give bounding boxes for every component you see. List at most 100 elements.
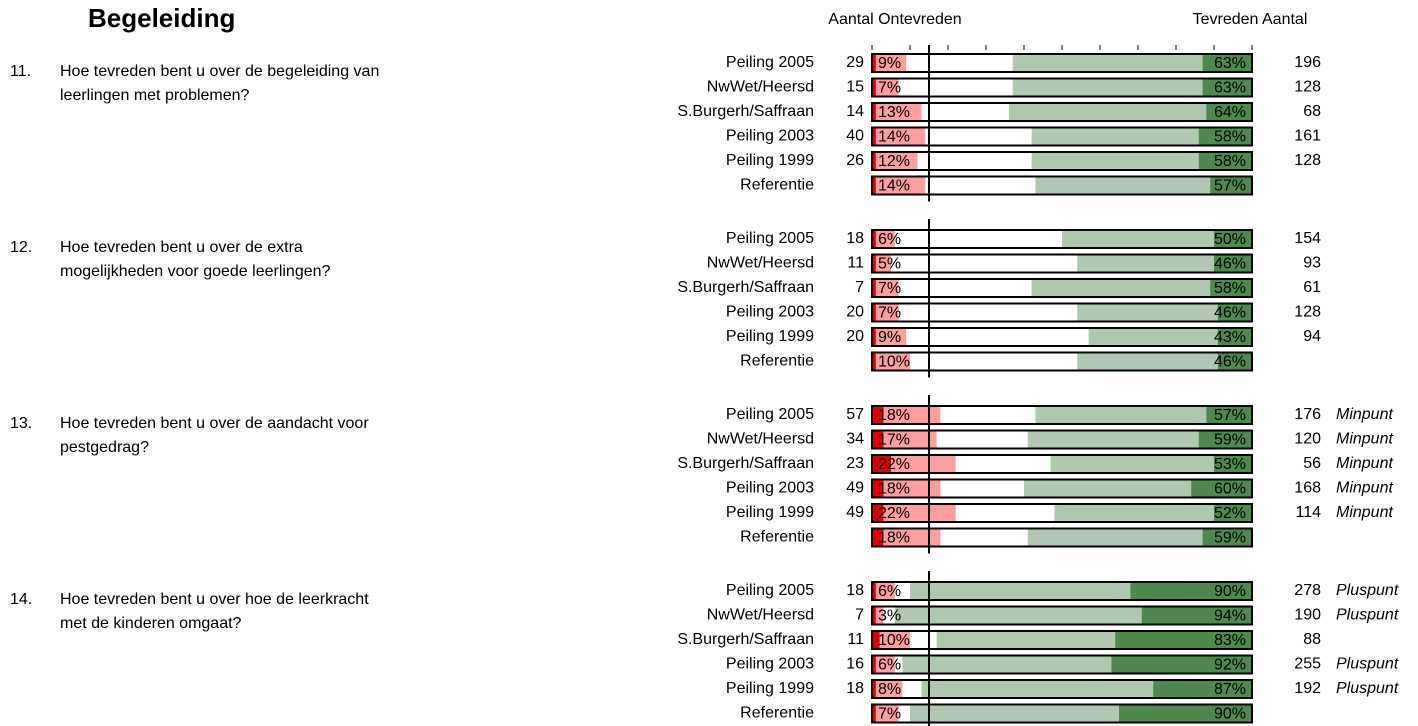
count-dissatisfied: 26	[846, 152, 864, 169]
page-title: Begeleiding	[88, 3, 235, 33]
bar-very-satisfied	[1210, 279, 1252, 297]
count-dissatisfied: 34	[846, 431, 864, 448]
count-dissatisfied: 18	[846, 680, 864, 697]
bar-very-dissatisfied	[872, 303, 876, 322]
count-dissatisfied: 11	[847, 255, 864, 272]
row-label: Referentie	[740, 705, 814, 722]
row-label: Referentie	[740, 529, 814, 546]
bar-dissatisfied	[872, 582, 895, 600]
satisfied-label: 92%	[1214, 657, 1246, 674]
bar-outline	[871, 175, 1253, 196]
bar-outline	[871, 102, 1253, 122]
question-number: 13.	[10, 415, 32, 432]
count-satisfied: 196	[1294, 54, 1321, 71]
bar-outline	[871, 429, 1253, 450]
bar-dissatisfied	[872, 328, 907, 346]
bar-outline	[871, 478, 1253, 499]
count-dissatisfied: 18	[846, 230, 864, 247]
satisfied-label: 58%	[1214, 153, 1246, 170]
row-label: S.Burgerh/Saffraan	[677, 455, 814, 472]
satisfied-label: 58%	[1214, 280, 1246, 297]
satisfied-label: 59%	[1214, 432, 1246, 449]
bar-very-dissatisfied	[872, 455, 891, 473]
dissatisfied-label: 18%	[878, 407, 910, 424]
bar-dissatisfied	[872, 176, 926, 195]
bar-very-dissatisfied	[872, 704, 876, 723]
dissatisfied-label: 22%	[878, 456, 910, 473]
dissatisfied-label: 13%	[878, 104, 910, 121]
verdict: Pluspunt	[1336, 680, 1399, 697]
satisfied-label: 63%	[1214, 55, 1246, 72]
bar-very-satisfied	[1214, 254, 1252, 273]
dissatisfied-label: 9%	[878, 55, 901, 72]
dissatisfied-label: 17%	[878, 432, 910, 449]
count-satisfied: 154	[1294, 230, 1321, 247]
dissatisfied-label: 22%	[878, 505, 910, 522]
bar-very-dissatisfied	[872, 528, 884, 547]
satisfied-label: 59%	[1214, 530, 1246, 547]
satisfied-label: 46%	[1214, 305, 1246, 322]
count-satisfied: 68	[1303, 103, 1321, 120]
bar-very-satisfied	[1210, 176, 1252, 195]
count-satisfied: 128	[1294, 304, 1321, 321]
bar-satisfied	[1031, 279, 1252, 297]
row-label: Referentie	[740, 177, 814, 194]
satisfied-label: 60%	[1214, 481, 1246, 498]
count-dissatisfied: 23	[846, 455, 864, 472]
bar-outline	[871, 405, 1253, 425]
question-text: leerlingen met problemen?	[60, 87, 250, 104]
satisfied-label: 57%	[1214, 178, 1246, 195]
bar-dissatisfied	[872, 606, 884, 625]
verdict: Minpunt	[1336, 455, 1393, 472]
bar-satisfied	[1027, 528, 1252, 547]
bar-dissatisfied	[872, 127, 926, 146]
bar-dissatisfied	[872, 631, 910, 649]
bar-outline	[871, 77, 1253, 98]
bar-outline	[871, 527, 1253, 548]
dissatisfied-label: 14%	[878, 129, 910, 146]
dissatisfied-label: 18%	[878, 530, 910, 547]
bar-very-satisfied	[1198, 152, 1252, 170]
count-satisfied: 88	[1303, 631, 1321, 648]
bar-very-dissatisfied	[872, 328, 876, 346]
count-dissatisfied: 57	[846, 406, 864, 423]
bar-satisfied	[1035, 406, 1252, 424]
bar-very-dissatisfied	[872, 582, 876, 600]
bar-outline	[871, 253, 1253, 274]
satisfied-label: 46%	[1214, 256, 1246, 273]
bar-very-dissatisfied	[872, 631, 880, 649]
question-text: Hoe tevreden bent u over hoe de leerkrac…	[60, 591, 369, 608]
bar-very-satisfied	[1217, 328, 1252, 346]
bar-outline	[871, 126, 1253, 147]
count-satisfied: 278	[1294, 582, 1321, 599]
dissatisfied-label: 9%	[878, 329, 901, 346]
bar-very-dissatisfied	[872, 655, 876, 674]
bar-very-satisfied	[1153, 680, 1252, 698]
question-number: 12.	[10, 239, 32, 256]
dissatisfied-label: 6%	[878, 583, 901, 600]
satisfied-label: 90%	[1214, 583, 1246, 600]
bar-very-dissatisfied	[872, 479, 884, 498]
bar-very-dissatisfied	[872, 78, 876, 97]
dissatisfied-label: 10%	[878, 354, 910, 371]
count-dissatisfied: 20	[846, 328, 864, 345]
dissatisfied-label: 6%	[878, 231, 901, 248]
bar-very-satisfied	[1202, 528, 1252, 547]
count-satisfied: 93	[1303, 255, 1321, 272]
bar-satisfied	[1050, 455, 1252, 473]
bar-outline	[871, 302, 1253, 323]
verdict: Pluspunt	[1336, 582, 1399, 599]
count-satisfied: 94	[1303, 328, 1321, 345]
bar-very-dissatisfied	[872, 680, 876, 698]
bar-very-satisfied	[1206, 103, 1252, 121]
bar-dissatisfied	[872, 230, 895, 248]
question-number: 14.	[10, 591, 32, 608]
dissatisfied-label: 7%	[878, 706, 901, 723]
bar-very-satisfied	[1206, 406, 1252, 424]
bar-very-satisfied	[1202, 78, 1252, 97]
dissatisfied-label: 8%	[878, 681, 901, 698]
bar-outline	[871, 53, 1253, 73]
row-label: Peiling 2003	[726, 480, 814, 497]
dissatisfied-label: 3%	[878, 608, 901, 625]
